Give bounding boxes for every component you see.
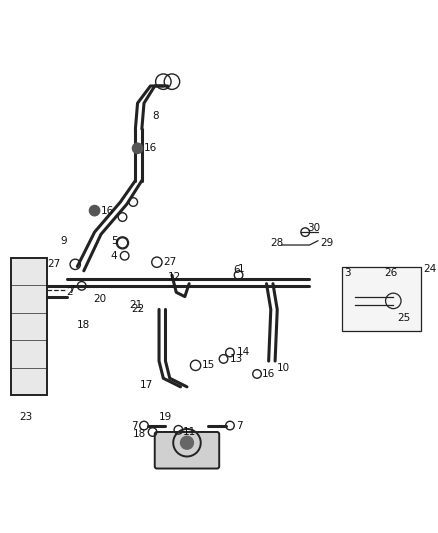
Text: 11: 11 (183, 427, 196, 437)
Text: 16: 16 (144, 143, 157, 154)
Text: 21: 21 (129, 300, 142, 310)
Text: 18: 18 (133, 429, 146, 439)
Text: 20: 20 (94, 294, 107, 304)
Text: 7: 7 (237, 421, 243, 431)
Text: 18: 18 (77, 319, 90, 329)
Text: 29: 29 (320, 238, 333, 248)
Text: 16: 16 (101, 206, 114, 216)
Text: 7: 7 (131, 421, 138, 431)
Text: 4: 4 (110, 251, 117, 261)
Text: 27: 27 (47, 260, 60, 269)
Text: 28: 28 (270, 238, 284, 248)
Text: 30: 30 (307, 223, 321, 233)
Text: 7: 7 (69, 285, 75, 295)
Text: 5: 5 (112, 236, 118, 246)
Bar (342, 266, 421, 331)
Circle shape (180, 437, 194, 449)
Bar (11, 258, 47, 395)
FancyBboxPatch shape (155, 432, 219, 469)
Text: 10: 10 (277, 362, 290, 373)
Text: 8: 8 (152, 111, 159, 121)
Text: 17: 17 (139, 379, 152, 390)
Text: 26: 26 (385, 268, 398, 278)
Text: 9: 9 (60, 236, 67, 246)
Text: 13: 13 (230, 354, 243, 364)
Circle shape (89, 205, 100, 216)
Text: 23: 23 (19, 412, 32, 422)
Text: 15: 15 (202, 360, 215, 370)
Text: 14: 14 (237, 348, 250, 358)
Text: 19: 19 (159, 412, 172, 422)
Text: 25: 25 (398, 313, 411, 323)
Text: 22: 22 (131, 304, 145, 314)
Text: 16: 16 (262, 369, 276, 379)
Text: 2: 2 (67, 287, 73, 297)
Text: 3: 3 (344, 268, 350, 278)
Circle shape (132, 143, 143, 154)
Text: 1: 1 (237, 264, 244, 273)
Text: 6: 6 (233, 265, 240, 275)
Text: 12: 12 (168, 272, 181, 282)
Text: 24: 24 (424, 264, 437, 273)
Text: 27: 27 (163, 257, 177, 267)
